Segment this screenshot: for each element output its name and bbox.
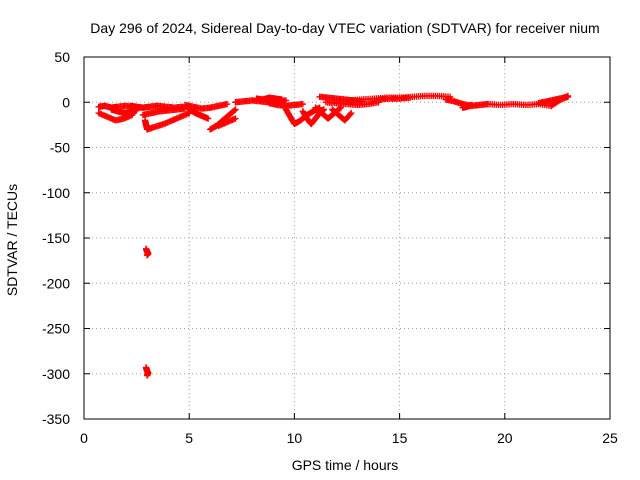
data-point [143, 125, 151, 132]
x-tick-label: 10 [287, 430, 303, 446]
x-tick-label: 0 [80, 430, 88, 446]
data-point [223, 100, 231, 108]
data-point [406, 94, 414, 101]
data-point [231, 107, 238, 114]
y-tick-label: 0 [62, 94, 70, 110]
y-tick-label: -250 [42, 321, 70, 337]
y-tick-label: -50 [50, 140, 70, 156]
data-point [204, 115, 212, 122]
data-point [143, 251, 151, 259]
grid [84, 57, 610, 419]
x-axis-label: GPS time / hours [292, 457, 399, 473]
data-point [467, 101, 475, 109]
data-point [232, 115, 239, 122]
chart-title: Day 296 of 2024, Sidereal Day-to-day VTE… [90, 20, 599, 36]
x-tick-label: 15 [392, 430, 408, 446]
data-point [348, 109, 355, 117]
y-tick-label: -350 [42, 411, 70, 427]
data-points [95, 92, 572, 379]
data-point [143, 372, 151, 379]
data-point [282, 97, 290, 104]
data-point [563, 93, 570, 100]
data-point [346, 111, 354, 118]
x-tick-label: 25 [602, 430, 618, 446]
x-tick-label: 20 [497, 430, 513, 446]
y-tick-label: -100 [42, 185, 70, 201]
data-point [232, 106, 239, 113]
data-point [299, 100, 307, 108]
data-point [278, 96, 285, 103]
y-tick-label: -300 [42, 366, 70, 382]
x-tick-label: 5 [185, 430, 193, 446]
plot-frame [83, 56, 611, 420]
data-point [564, 92, 572, 100]
data-point [337, 104, 344, 111]
y-axis-label: SDTVAR / TECUs [4, 184, 20, 296]
y-tick-label: 50 [54, 49, 70, 65]
y-tick-label: -150 [42, 230, 70, 246]
y-tick-label: -200 [42, 275, 70, 291]
